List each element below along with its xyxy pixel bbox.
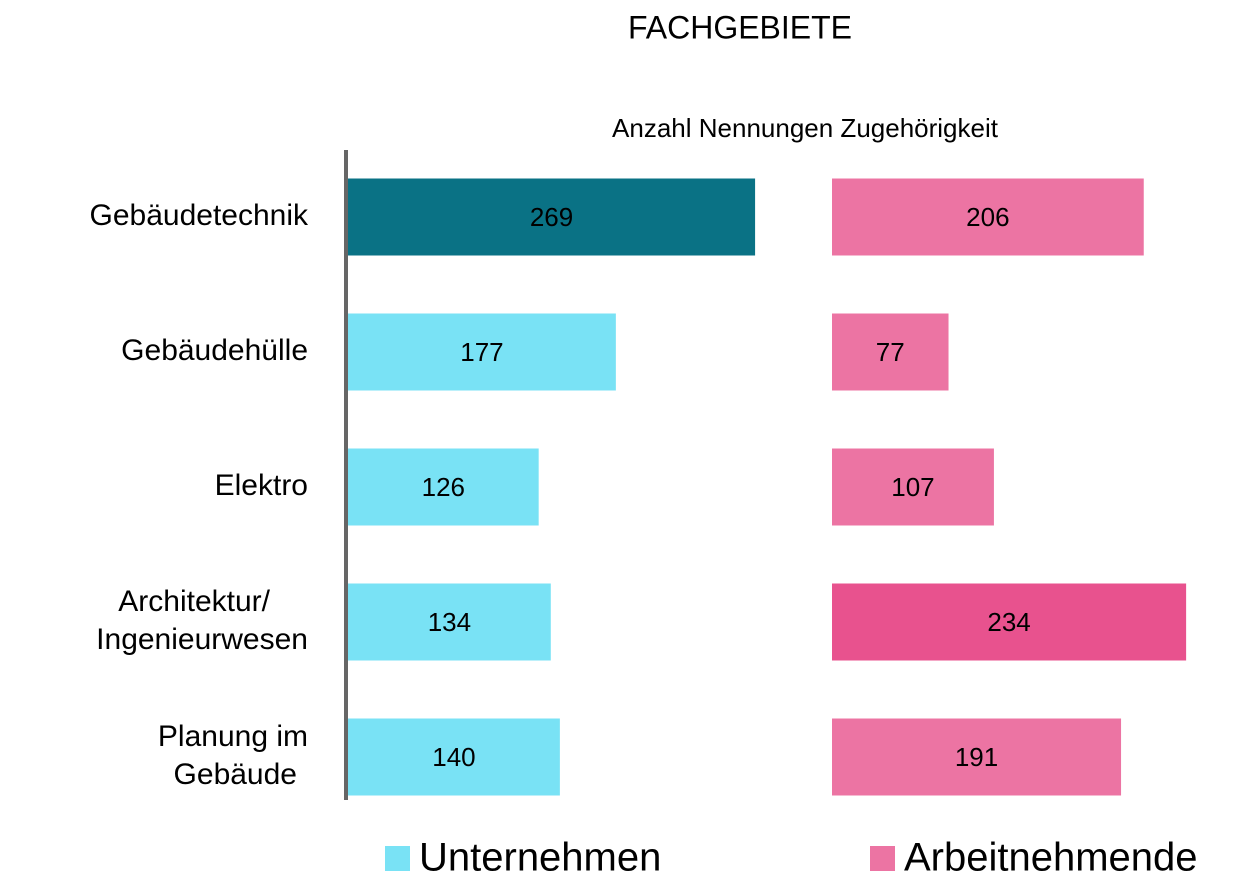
value-label: 269	[530, 202, 573, 232]
value-label: 140	[432, 742, 475, 772]
category-label: Gebäudetechnik	[90, 199, 309, 232]
legend-label: Unternehmen	[419, 836, 661, 877]
legend-swatch	[385, 846, 410, 871]
value-label: 134	[428, 607, 471, 637]
value-label: 234	[987, 607, 1030, 637]
category-label: Architektur/Ingenieurwesen	[96, 585, 308, 656]
bar	[832, 313, 949, 391]
category-label: Gebäudehülle	[121, 334, 308, 367]
value-label: 77	[876, 337, 905, 367]
bar	[832, 718, 1122, 796]
value-label: 107	[891, 472, 934, 502]
legend-label: Arbeitnehmende	[904, 836, 1198, 877]
chart-subtitle: Anzahl Nennungen Zugehörigkeit	[612, 113, 999, 143]
bar	[832, 448, 994, 526]
value-label: 126	[422, 472, 465, 502]
bar	[348, 718, 560, 796]
category-label: Planung im Gebäude	[158, 720, 308, 791]
bar	[348, 178, 756, 256]
bar	[348, 448, 539, 526]
bar	[348, 313, 616, 391]
bar	[348, 583, 551, 661]
value-label: 177	[460, 337, 503, 367]
bar	[832, 583, 1187, 661]
value-label: 206	[966, 202, 1009, 232]
chart-title: FACHGEBIETE	[628, 9, 852, 45]
value-label: 191	[955, 742, 998, 772]
bar	[832, 178, 1144, 256]
category-label: Elektro	[215, 469, 308, 502]
legend-swatch	[870, 846, 895, 871]
